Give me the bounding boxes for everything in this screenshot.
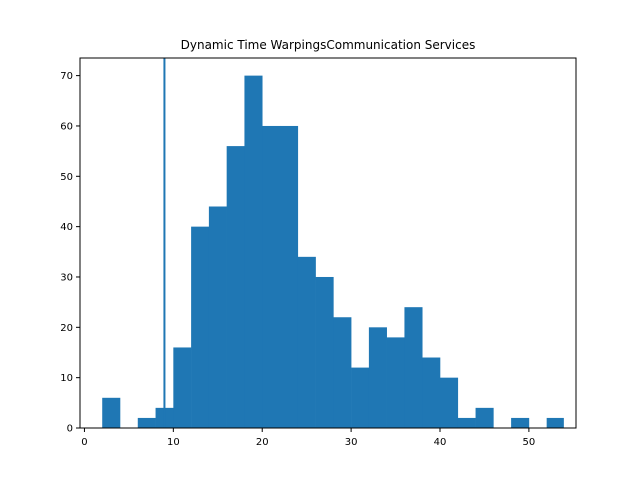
y-tick-label: 60 [60, 121, 73, 132]
x-tick-label: 0 [81, 437, 87, 448]
histogram-bar [244, 75, 263, 429]
histogram-bar [226, 146, 245, 428]
y-tick-label: 0 [67, 424, 73, 435]
histogram-bar [208, 206, 227, 428]
y-tick-label: 20 [60, 323, 73, 334]
y-tick-label: 10 [60, 373, 73, 384]
histogram-bar [546, 417, 564, 428]
histogram-bar [457, 417, 476, 428]
y-tick-label: 40 [60, 222, 73, 233]
histogram-bar [368, 327, 387, 428]
plot-frame [79, 57, 577, 429]
x-axis: 0 10 20 30 40 50 [81, 428, 535, 448]
histogram-bar [386, 337, 405, 428]
histogram-bar [191, 226, 210, 428]
histogram-bar [137, 417, 156, 428]
y-tick-label: 50 [60, 172, 73, 183]
histogram-bar [297, 256, 316, 428]
histogram-bar [173, 347, 192, 428]
x-tick-label: 20 [256, 437, 269, 448]
chart-title: Dynamic Time WarpingsCommunication Servi… [181, 38, 476, 52]
histogram-bar [280, 125, 299, 429]
x-tick-label: 50 [523, 437, 536, 448]
histogram-bar [440, 377, 459, 428]
x-tick-label: 40 [434, 437, 447, 448]
histogram-bar [102, 397, 121, 428]
histogram-bar [351, 367, 370, 428]
histogram-bar [404, 307, 423, 428]
y-tick-label: 70 [60, 71, 73, 82]
y-tick-label: 30 [60, 272, 73, 283]
histogram-bar [262, 125, 281, 429]
histogram-bar [315, 276, 334, 428]
x-tick-label: 30 [345, 437, 358, 448]
bars-group [102, 75, 564, 429]
y-axis: 0 10 20 30 40 50 60 70 [60, 71, 80, 435]
histogram-bar [511, 417, 530, 428]
x-tick-label: 10 [167, 437, 180, 448]
histogram-bar [422, 357, 441, 428]
histogram-bar [475, 407, 494, 428]
histogram-bar [333, 317, 352, 428]
